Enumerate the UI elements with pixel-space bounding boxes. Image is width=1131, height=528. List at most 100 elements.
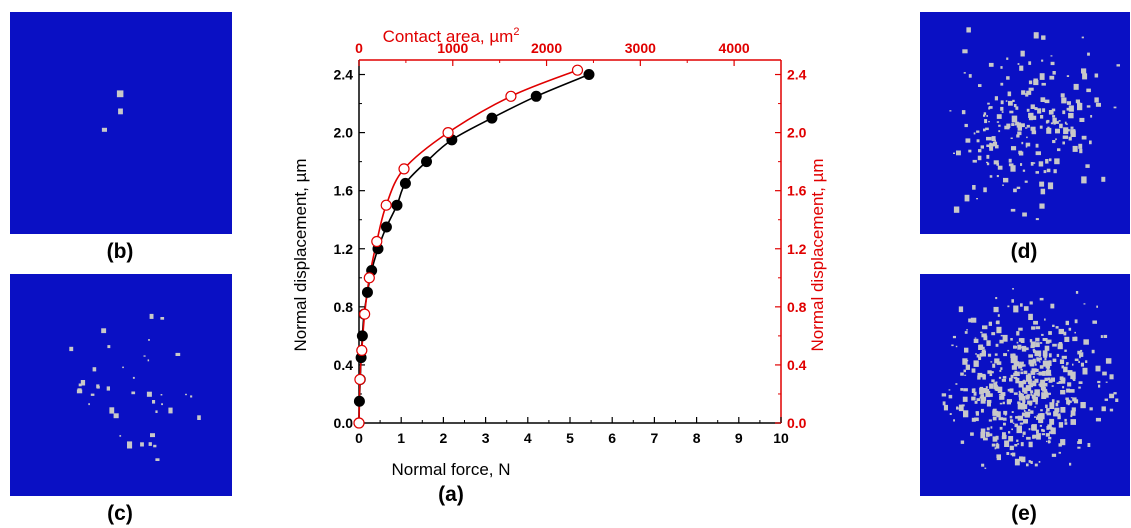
contact-spot	[1017, 344, 1022, 350]
contact-spot	[1080, 349, 1083, 352]
contact-spot	[1013, 361, 1019, 367]
contact-spot	[113, 413, 119, 419]
contact-spot	[1007, 91, 1012, 97]
contact-spot	[1059, 359, 1065, 364]
contact-spot	[1050, 377, 1055, 382]
contact-spot	[1046, 408, 1050, 412]
contact-spot	[1011, 365, 1017, 370]
contact-spot	[1046, 127, 1052, 134]
contact-spot	[106, 386, 110, 391]
contact-spot	[1069, 462, 1072, 466]
contact-spot	[1022, 401, 1025, 405]
contact-spot	[1051, 108, 1056, 112]
contact-spot	[1090, 115, 1093, 118]
contact-spot	[1016, 439, 1019, 442]
contact-spot	[973, 391, 977, 396]
contact-spot	[951, 344, 954, 347]
contact-spot	[1073, 83, 1079, 90]
contact-spot	[197, 415, 201, 420]
contact-spot	[1039, 382, 1045, 388]
contact-spot	[1039, 419, 1042, 423]
contact-spot	[973, 360, 979, 367]
contact-spot	[1065, 397, 1069, 400]
contact-spot	[1014, 123, 1017, 126]
contact-spot	[1016, 425, 1022, 434]
contact-spot	[160, 317, 165, 320]
contact-spot	[1033, 80, 1039, 86]
contact-spot	[961, 110, 966, 115]
contact-spot	[983, 114, 986, 117]
contact-spot	[966, 329, 968, 331]
contact-spot	[1014, 370, 1018, 374]
contact-spot	[991, 443, 996, 447]
series-1-point	[361, 286, 373, 298]
contact-spot	[980, 428, 986, 434]
contact-spot	[1002, 334, 1008, 342]
contact-spot	[1026, 436, 1031, 440]
contact-spot	[1046, 365, 1050, 370]
series-1-point	[399, 177, 411, 189]
contact-spot	[1003, 339, 1006, 342]
contact-spot	[92, 367, 97, 372]
y2-tick-label: 0.0	[787, 415, 807, 431]
contact-spot	[978, 344, 983, 350]
contact-spot	[989, 175, 993, 178]
contact-spot	[1035, 337, 1040, 342]
contact-spot	[1065, 364, 1068, 366]
contact-spot	[1028, 61, 1032, 65]
contact-spot	[988, 321, 992, 326]
contact-spot	[1058, 443, 1062, 447]
contact-spot	[1064, 336, 1070, 342]
contact-spot	[958, 404, 964, 412]
contact-spot	[1066, 107, 1070, 111]
y-tick-label: 0.8	[334, 299, 354, 315]
contact-spot	[1116, 64, 1120, 67]
contact-spot	[973, 132, 976, 135]
contact-spot	[995, 144, 999, 149]
y-tick-label: 1.6	[334, 183, 354, 199]
contact-spot	[1024, 412, 1030, 418]
contact-spot	[988, 121, 990, 123]
contact-spot	[1068, 105, 1074, 112]
contact-spot	[1075, 99, 1080, 104]
y-axis-label-right: Normal displacement, µm	[808, 158, 827, 351]
contact-spot	[989, 383, 994, 389]
contact-spot	[972, 185, 976, 190]
contact-spot	[1028, 87, 1034, 91]
contact-spot	[109, 407, 115, 414]
contact-spot	[1012, 99, 1015, 102]
contact-spot	[974, 337, 977, 339]
contact-spot	[1013, 104, 1017, 108]
contact-spot	[1050, 427, 1056, 435]
contact-spot	[985, 127, 989, 131]
contact-spot	[1057, 343, 1063, 350]
contact-spot	[1046, 369, 1052, 376]
contact-spot	[1000, 106, 1004, 111]
contact-spot	[1053, 169, 1057, 174]
contact-spot	[1000, 392, 1006, 396]
contact-spot	[1039, 424, 1042, 427]
contact-spot	[1018, 338, 1023, 342]
contact-spot	[1092, 320, 1097, 324]
contact-spot	[980, 145, 984, 149]
contact-spot	[964, 374, 967, 376]
contact-spot	[1004, 413, 1007, 416]
contact-spot	[160, 394, 163, 396]
contact-spot	[1006, 399, 1012, 403]
contact-spot	[1000, 100, 1004, 105]
contact-spot	[1070, 419, 1076, 425]
series-2-point	[353, 417, 365, 429]
contact-spot	[999, 426, 1003, 430]
contact-spot	[1028, 112, 1034, 118]
contact-spot	[1021, 90, 1026, 95]
contact-spot	[1053, 411, 1059, 417]
contact-spot	[1113, 106, 1117, 109]
contact-spot	[1019, 123, 1025, 128]
contact-spot	[122, 366, 124, 369]
contact-spot	[963, 369, 966, 373]
contact-spot	[1069, 389, 1075, 393]
contact-spot	[1004, 440, 1010, 447]
contact-spot	[998, 417, 1004, 421]
contact-spot	[1019, 362, 1024, 367]
contact-spot	[1032, 396, 1038, 403]
